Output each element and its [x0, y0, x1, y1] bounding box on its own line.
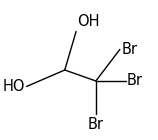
Text: HO: HO [3, 79, 25, 94]
Text: Br: Br [121, 42, 137, 57]
Text: Br: Br [127, 74, 143, 88]
Text: OH: OH [77, 14, 100, 29]
Text: Br: Br [88, 117, 104, 132]
